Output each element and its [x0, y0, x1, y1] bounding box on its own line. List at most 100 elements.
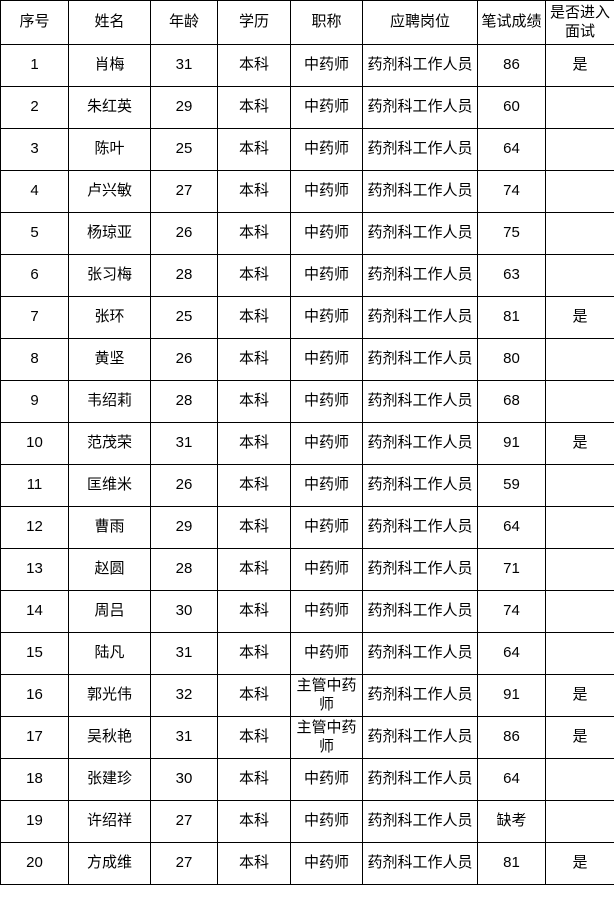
table-row: 17 吴秋艳 31 本科 主管中药师 药剂科工作人员 86 是 [0, 716, 614, 759]
cell-age: 28 [150, 380, 218, 423]
cell-name: 许绍祥 [68, 800, 151, 843]
cell-score: 64 [477, 758, 546, 801]
cell-title: 主管中药师 [290, 716, 363, 759]
cell-title: 中药师 [290, 506, 363, 549]
cell-position: 药剂科工作人员 [362, 632, 478, 675]
table-row: 10 范茂荣 31 本科 中药师 药剂科工作人员 91 是 [0, 422, 614, 465]
cell-score: 59 [477, 464, 546, 507]
cell-edu: 本科 [217, 674, 291, 717]
cell-no: 19 [0, 800, 69, 843]
cell-name: 卢兴敏 [68, 170, 151, 213]
cell-edu: 本科 [217, 170, 291, 213]
cell-position: 药剂科工作人员 [362, 380, 478, 423]
cell-age: 30 [150, 590, 218, 633]
table-row: 19 许绍祥 27 本科 中药师 药剂科工作人员 缺考 [0, 800, 614, 843]
cell-title: 中药师 [290, 380, 363, 423]
cell-title: 中药师 [290, 632, 363, 675]
cell-position: 药剂科工作人员 [362, 506, 478, 549]
cell-interview [545, 254, 614, 297]
cell-interview [545, 128, 614, 171]
cell-score: 86 [477, 716, 546, 759]
cell-edu: 本科 [217, 296, 291, 339]
table-row: 8 黄坚 26 本科 中药师 药剂科工作人员 80 [0, 338, 614, 381]
column-header-no: 序号 [0, 0, 69, 45]
cell-edu: 本科 [217, 548, 291, 591]
table-row: 11 匡维米 26 本科 中药师 药剂科工作人员 59 [0, 464, 614, 507]
cell-position: 药剂科工作人员 [362, 422, 478, 465]
cell-edu: 本科 [217, 212, 291, 255]
cell-score: 64 [477, 632, 546, 675]
cell-age: 31 [150, 44, 218, 87]
cell-no: 14 [0, 590, 69, 633]
table-row: 4 卢兴敏 27 本科 中药师 药剂科工作人员 74 [0, 170, 614, 213]
recruitment-table: 序号 姓名 年龄 学历 职称 应聘岗位 笔试成绩 是否进入面试 1 肖梅 31 本科 中药师 药剂科工作… [0, 0, 614, 885]
cell-interview [545, 548, 614, 591]
cell-age: 25 [150, 296, 218, 339]
cell-name: 赵圆 [68, 548, 151, 591]
cell-interview: 是 [545, 674, 614, 717]
cell-no: 1 [0, 44, 69, 87]
cell-position: 药剂科工作人员 [362, 44, 478, 87]
cell-interview: 是 [545, 296, 614, 339]
cell-title: 中药师 [290, 254, 363, 297]
table-row: 7 张环 25 本科 中药师 药剂科工作人员 81 是 [0, 296, 614, 339]
cell-age: 32 [150, 674, 218, 717]
cell-no: 5 [0, 212, 69, 255]
table-row: 6 张习梅 28 本科 中药师 药剂科工作人员 63 [0, 254, 614, 297]
cell-edu: 本科 [217, 716, 291, 759]
cell-title: 中药师 [290, 338, 363, 381]
cell-title: 中药师 [290, 758, 363, 801]
table-header: 序号 姓名 年龄 学历 职称 应聘岗位 笔试成绩 是否进入面试 [0, 0, 614, 45]
cell-position: 药剂科工作人员 [362, 590, 478, 633]
cell-age: 26 [150, 338, 218, 381]
cell-score: 80 [477, 338, 546, 381]
cell-position: 药剂科工作人员 [362, 212, 478, 255]
cell-title: 主管中药师 [290, 674, 363, 717]
table-row: 1 肖梅 31 本科 中药师 药剂科工作人员 86 是 [0, 44, 614, 87]
cell-score: 71 [477, 548, 546, 591]
cell-name: 杨琼亚 [68, 212, 151, 255]
cell-no: 16 [0, 674, 69, 717]
cell-edu: 本科 [217, 44, 291, 87]
cell-name: 曹雨 [68, 506, 151, 549]
column-header-title: 职称 [290, 0, 363, 45]
cell-position: 药剂科工作人员 [362, 716, 478, 759]
cell-age: 31 [150, 716, 218, 759]
column-header-age: 年龄 [150, 0, 218, 45]
cell-interview: 是 [545, 44, 614, 87]
cell-edu: 本科 [217, 800, 291, 843]
cell-name: 张建珍 [68, 758, 151, 801]
cell-interview [545, 464, 614, 507]
cell-score: 81 [477, 296, 546, 339]
cell-age: 27 [150, 800, 218, 843]
cell-no: 11 [0, 464, 69, 507]
cell-title: 中药师 [290, 464, 363, 507]
cell-edu: 本科 [217, 86, 291, 129]
cell-age: 28 [150, 548, 218, 591]
cell-title: 中药师 [290, 128, 363, 171]
cell-title: 中药师 [290, 170, 363, 213]
cell-score: 缺考 [477, 800, 546, 843]
column-header-edu: 学历 [217, 0, 291, 45]
cell-score: 86 [477, 44, 546, 87]
cell-age: 29 [150, 86, 218, 129]
table-row: 12 曹雨 29 本科 中药师 药剂科工作人员 64 [0, 506, 614, 549]
table-row: 5 杨琼亚 26 本科 中药师 药剂科工作人员 75 [0, 212, 614, 255]
cell-interview [545, 86, 614, 129]
cell-interview [545, 212, 614, 255]
table-row: 15 陆凡 31 本科 中药师 药剂科工作人员 64 [0, 632, 614, 675]
table-row: 2 朱红英 29 本科 中药师 药剂科工作人员 60 [0, 86, 614, 129]
cell-interview [545, 170, 614, 213]
cell-interview: 是 [545, 422, 614, 465]
column-header-name: 姓名 [68, 0, 151, 45]
cell-title: 中药师 [290, 296, 363, 339]
cell-interview [545, 800, 614, 843]
cell-position: 药剂科工作人员 [362, 758, 478, 801]
cell-position: 药剂科工作人员 [362, 254, 478, 297]
cell-age: 30 [150, 758, 218, 801]
cell-score: 81 [477, 842, 546, 885]
cell-name: 匡维米 [68, 464, 151, 507]
cell-interview [545, 590, 614, 633]
cell-name: 韦绍莉 [68, 380, 151, 423]
